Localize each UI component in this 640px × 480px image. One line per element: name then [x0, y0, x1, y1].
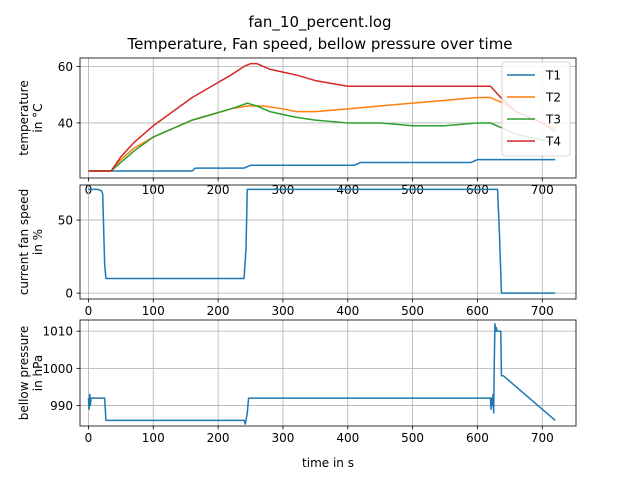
y-tick-label: 0 [65, 287, 73, 301]
legend-label-t4: T4 [545, 135, 561, 149]
series-line [87, 322, 556, 425]
series-line [88, 188, 556, 294]
x-tick-label: 200 [207, 304, 230, 318]
legend-box [501, 61, 571, 157]
x-tick-label: 0 [85, 431, 93, 445]
series-group [88, 62, 556, 172]
x-tick-label: 600 [466, 304, 489, 318]
y-axis-label-line-1: current fan speed [17, 189, 31, 295]
y-tick-label: 60 [58, 60, 73, 74]
series-group [87, 322, 556, 425]
y-tick-label: 1010 [42, 325, 73, 339]
x-tick-label: 500 [401, 431, 424, 445]
figure-title-line-1: fan_10_percent.log [248, 13, 391, 32]
x-tick-label: 200 [207, 431, 230, 445]
y-axis-label-line-1: bellow pressure [17, 326, 31, 420]
series-line-t4 [88, 62, 556, 172]
figure-title-line-2: Temperature, Fan speed, bellow pressure … [126, 35, 512, 53]
y-axis-label-line-2: in % [31, 229, 45, 255]
y-axis-label-line-1: temperature [17, 80, 31, 155]
y-axis-label-line-2: in °C [31, 103, 45, 132]
pressure-panel: 0 100 200 300 400 500 600 700 990 1000 1010 bellow … [17, 319, 577, 470]
x-tick-label: 700 [531, 431, 554, 445]
x-tick-label: 400 [336, 304, 359, 318]
x-tick-label: 300 [271, 431, 294, 445]
x-tick-label: 500 [401, 304, 424, 318]
y-tick-label: 990 [50, 399, 73, 413]
legend-label-t1: T1 [545, 69, 561, 83]
plot-frame [79, 319, 577, 427]
series-line-t3 [88, 102, 556, 172]
x-tick-label: 0 [85, 304, 93, 318]
series-group [88, 188, 556, 294]
y-tick-label: 1000 [42, 362, 73, 376]
y-tick-label: 50 [58, 214, 73, 228]
y-axis-label-line-2: in hPa [31, 355, 45, 391]
x-axis-label: time in s [302, 456, 354, 470]
legend-label-t3: T3 [545, 113, 561, 127]
plot-frame [79, 184, 577, 300]
x-tick-label: 300 [271, 304, 294, 318]
x-tick-label: 100 [142, 304, 165, 318]
legend-label-t2: T2 [545, 91, 561, 105]
x-tick-label: 600 [466, 431, 489, 445]
fan-speed-panel: 0 100 200 300 400 500 600 700 0 50 current fan spe… [17, 184, 577, 318]
plot-frame [79, 57, 577, 179]
x-tick-label: 400 [336, 431, 359, 445]
series-line-t1 [88, 158, 556, 172]
x-tick-label: 700 [531, 304, 554, 318]
x-tick-label: 100 [142, 431, 165, 445]
y-tick-label: 40 [58, 116, 73, 130]
